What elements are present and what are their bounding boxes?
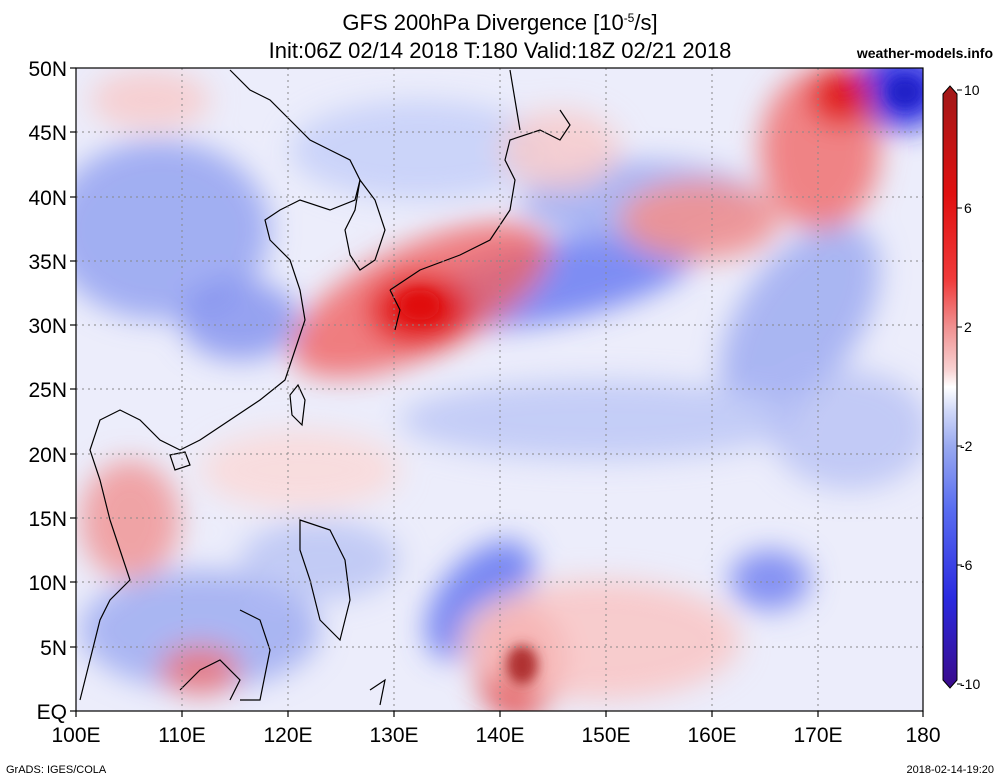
colorbar-tick: -2 (960, 438, 973, 454)
y-tick-label: 40N (28, 187, 67, 210)
x-tick-label: 170E (793, 724, 842, 747)
x-tick-label: 100E (51, 724, 100, 747)
colorbar-tick: 10 (964, 82, 980, 98)
x-tick-label: 110E (158, 724, 206, 747)
x-tick-label: 120E (263, 724, 312, 747)
y-tick-label: EQ (37, 701, 67, 724)
y-tick-label: 30N (28, 315, 67, 338)
footer-timestamp: 2018-02-14-19:20 (907, 764, 994, 776)
colorbar: 10 6 2 -2 -6 -10 (942, 82, 980, 692)
footer-credit: GrADS: IGES/COLA (6, 764, 107, 776)
y-tick-label: 35N (28, 251, 67, 274)
x-axis: 100E 110E 120E 130E 140E 150E 160E 170E … (51, 711, 941, 747)
x-tick-label: 140E (475, 724, 524, 747)
coastlines (79, 69, 571, 706)
y-tick-label: 15N (28, 508, 67, 531)
colorbar-tick: -10 (960, 676, 980, 692)
brand-label: weather-models.info (856, 45, 993, 61)
y-tick-label: 10N (28, 572, 67, 595)
colorbar-tick: 2 (964, 319, 972, 335)
x-tick-label: 130E (369, 724, 418, 747)
divergence-field (76, 68, 923, 711)
chart-subtitle: Init:06Z 02/14 2018 T:180 Valid:18Z 02/2… (269, 38, 732, 63)
chart-title: GFS 200hPa Divergence [10-5/s] (342, 10, 657, 35)
x-tick-label: 160E (687, 724, 736, 747)
colorbar-tick: 6 (964, 200, 972, 216)
y-tick-label: 20N (28, 444, 67, 467)
x-tick-label: 150E (581, 724, 630, 747)
colorbar-tick: -6 (960, 557, 973, 573)
y-tick-label: 5N (40, 637, 67, 660)
y-axis: 50N 45N 40N 35N 30N 25N 20N 15N 10N 5N E… (28, 58, 76, 724)
y-tick-label: 50N (28, 58, 67, 81)
x-tick-label: 180 (905, 724, 940, 747)
colorbar-scale (942, 85, 958, 689)
graticule (76, 68, 923, 711)
y-tick-label: 25N (28, 379, 67, 402)
y-tick-label: 45N (28, 122, 67, 145)
